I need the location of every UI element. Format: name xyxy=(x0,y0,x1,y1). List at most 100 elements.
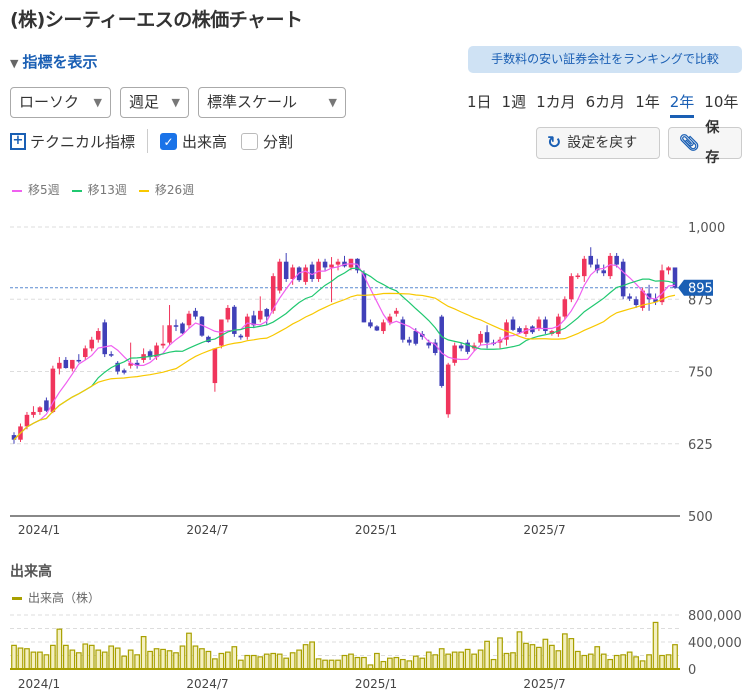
volume-bar xyxy=(464,648,471,670)
volume-bar xyxy=(581,654,588,670)
volume-bar xyxy=(322,659,328,670)
volume-bar xyxy=(471,653,477,670)
y-tick-label: 875 xyxy=(688,293,713,308)
candle xyxy=(24,414,30,427)
current-price-tag xyxy=(678,279,713,296)
paperclip-icon: 📎︎ xyxy=(679,133,700,152)
volume-bar xyxy=(37,651,43,670)
reset-settings-button[interactable]: ↻ 設定を戻す xyxy=(536,127,660,159)
candle xyxy=(108,354,114,356)
volume-bar xyxy=(652,621,659,670)
volume-bar xyxy=(17,647,24,670)
volume-chart[interactable]: 800,000 400,000 0 2024/1 2024/7 2025/1 2025/7 xyxy=(0,600,751,694)
range-tab[interactable]: 10年 xyxy=(704,93,739,111)
volume-bar xyxy=(626,651,633,670)
legend-swatch xyxy=(71,189,82,192)
range-tab[interactable]: 2年 xyxy=(669,91,695,118)
volume-bar xyxy=(549,644,555,670)
volume-bar xyxy=(542,638,549,670)
y-tick-label: 500 xyxy=(688,510,713,525)
volume-bar xyxy=(399,658,406,670)
candle xyxy=(633,299,639,306)
volume-bar xyxy=(451,651,458,670)
volume-bar xyxy=(659,654,665,670)
save-button[interactable]: 📎︎ 保存 xyxy=(668,120,742,166)
split-checkbox[interactable] xyxy=(241,132,259,150)
volume-bar xyxy=(665,654,672,670)
range-tab[interactable]: 1日 xyxy=(467,93,492,111)
volume-bar xyxy=(212,658,218,670)
range-tab[interactable]: 1年 xyxy=(635,93,660,111)
candle xyxy=(394,310,399,314)
candle xyxy=(277,261,282,291)
candle xyxy=(348,258,354,268)
price-chart[interactable]: 1,000 875 750 625 500 2024/1 2024/7 2025/1 2025/… xyxy=(0,205,751,545)
candle xyxy=(180,323,185,334)
volume-bar xyxy=(328,659,335,670)
volume-bar xyxy=(477,649,484,670)
candle xyxy=(640,290,645,308)
legend-swatch xyxy=(138,189,149,192)
candle xyxy=(290,267,295,280)
volume-bar xyxy=(263,653,270,670)
volume-bar xyxy=(218,652,225,670)
scale-select[interactable]: 標準スケール ▼ xyxy=(198,87,346,118)
candle xyxy=(309,264,315,280)
volume-bar xyxy=(121,655,128,670)
candle xyxy=(517,328,522,333)
y-tick-label: 1,000 xyxy=(688,221,725,236)
split-checkbox-label[interactable]: 分割 xyxy=(263,132,294,151)
candle xyxy=(270,276,276,311)
candle xyxy=(601,270,606,274)
volume-bar xyxy=(354,656,361,670)
volume-bar xyxy=(302,644,309,670)
period-select[interactable]: 週足 ▼ xyxy=(120,87,189,118)
volume-bar xyxy=(205,650,212,670)
range-tab[interactable]: 1カ月 xyxy=(536,93,576,111)
volume-bar xyxy=(484,640,490,670)
volume-bar xyxy=(633,656,639,670)
candle xyxy=(322,261,328,268)
candle xyxy=(206,336,211,343)
volume-bar xyxy=(147,650,153,670)
volume-bar xyxy=(75,652,82,670)
reset-label: 設定を戻す xyxy=(567,135,638,151)
candle xyxy=(607,255,613,277)
show-indicators-toggle[interactable]: ▼ 指標を表示 xyxy=(10,51,97,72)
candle xyxy=(257,310,263,320)
chart-type-select[interactable]: ローソク ▼ xyxy=(10,87,111,118)
candle xyxy=(569,276,574,300)
volume-bar xyxy=(24,648,30,670)
volume-bar xyxy=(192,645,199,670)
chevron-down-icon: ▼ xyxy=(171,96,180,109)
volume-bar xyxy=(497,637,503,670)
candle xyxy=(89,339,95,349)
volume-bar xyxy=(516,631,523,670)
candle xyxy=(232,306,237,334)
technical-indicators-button[interactable]: テクニカル指標 xyxy=(30,132,136,151)
volume-bar xyxy=(140,635,147,670)
y-tick-label: 400,000 xyxy=(688,636,742,651)
volume-checkbox-label[interactable]: 出来高 xyxy=(182,132,228,151)
legend-swatch xyxy=(12,189,22,192)
range-tab[interactable]: 6カ月 xyxy=(585,93,626,111)
candle xyxy=(465,342,470,352)
triangle-down-icon: ▼ xyxy=(10,57,19,70)
candle xyxy=(212,348,218,384)
candle xyxy=(134,362,140,366)
plus-icon[interactable]: + xyxy=(10,132,26,150)
candle xyxy=(193,310,198,317)
x-tick-label: 2025/7 xyxy=(523,523,565,537)
candle xyxy=(445,364,451,415)
candle xyxy=(368,322,373,327)
candle xyxy=(70,359,75,369)
candle xyxy=(614,255,619,265)
volume-bar xyxy=(561,633,568,670)
range-tab[interactable]: 1週 xyxy=(501,93,527,111)
legend-item: 移26週 xyxy=(138,181,194,198)
volume-bar xyxy=(432,654,439,670)
broker-ranking-link[interactable]: 手数料の安い証券会社をランキングで比較 xyxy=(468,46,742,73)
volume-checkbox[interactable]: ✓ xyxy=(160,132,178,150)
candle xyxy=(536,319,542,329)
volume-bar xyxy=(445,653,452,670)
